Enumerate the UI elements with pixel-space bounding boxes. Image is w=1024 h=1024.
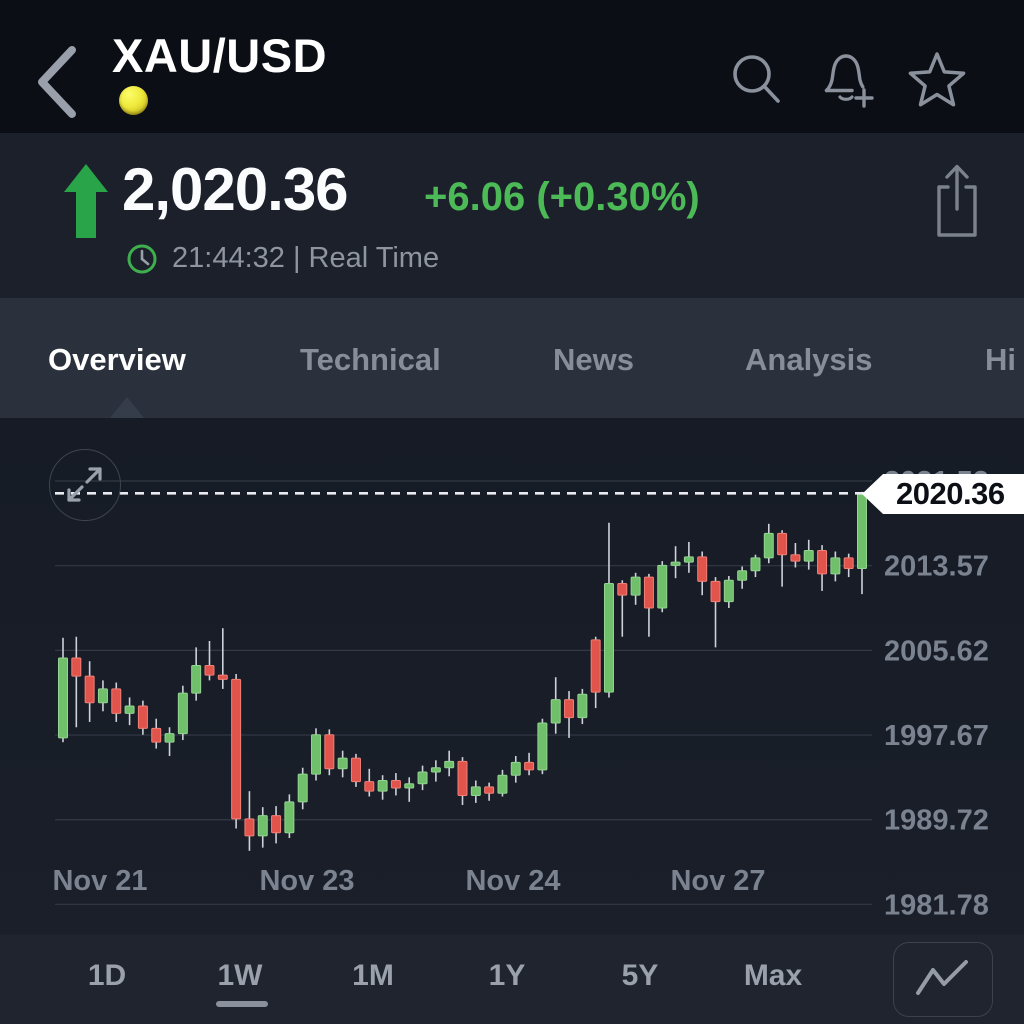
share-icon[interactable] — [926, 159, 988, 243]
candlestick-chart[interactable]: 2021.522013.572005.621997.671989.721981.… — [0, 418, 1024, 935]
timeframe-max[interactable]: Max — [743, 959, 803, 992]
back-button[interactable] — [34, 44, 82, 120]
chart-type-button[interactable] — [893, 942, 993, 1017]
current-price-flag-label: 2020.36 — [896, 476, 1005, 511]
expand-chart-button[interactable] — [49, 449, 121, 521]
timeframe-1d[interactable]: 1D — [87, 959, 127, 992]
svg-text:2005.62: 2005.62 — [884, 635, 989, 667]
tab-historical[interactable]: Hi — [985, 342, 1016, 377]
timeframe-1y[interactable]: 1Y — [488, 959, 526, 992]
favorite-star-icon[interactable] — [904, 48, 970, 112]
alert-add-icon[interactable] — [816, 48, 878, 114]
header: XAU/USD — [0, 0, 1024, 133]
tab-bar: Overview Technical News Analysis Hi — [0, 298, 1024, 418]
expand-arrows-icon — [67, 467, 102, 502]
tab-analysis[interactable]: Analysis — [745, 342, 873, 377]
price-change: +6.06 (+0.30%) — [424, 175, 700, 219]
current-price-flag: 2020.36 — [862, 474, 1024, 514]
active-tab-notch — [110, 397, 144, 418]
svg-text:Nov 23: Nov 23 — [259, 865, 354, 897]
timeframe-bar: 1D 1W 1M 1Y 5Y Max — [0, 935, 1024, 1024]
svg-text:2013.57: 2013.57 — [884, 551, 989, 583]
search-icon[interactable] — [726, 48, 782, 106]
svg-text:Nov 27: Nov 27 — [670, 865, 765, 897]
svg-text:1989.72: 1989.72 — [884, 805, 989, 837]
timeframe-5y[interactable]: 5Y — [621, 959, 659, 992]
clock-icon — [127, 244, 157, 274]
tab-technical[interactable]: Technical — [300, 342, 441, 377]
svg-text:Nov 24: Nov 24 — [465, 865, 560, 897]
timeframe-1m[interactable]: 1M — [352, 959, 394, 992]
tab-news[interactable]: News — [553, 342, 634, 377]
tab-overview[interactable]: Overview — [48, 342, 186, 377]
svg-text:Nov 21: Nov 21 — [52, 865, 147, 897]
svg-text:1997.67: 1997.67 — [884, 720, 989, 752]
current-price: 2,020.36 — [122, 156, 349, 223]
gold-coin-icon — [119, 86, 148, 115]
chart-region: 2021.522013.572005.621997.671989.721981.… — [0, 418, 1024, 935]
realtime-timestamp: 21:44:32 | Real Time — [172, 242, 440, 274]
line-chart-icon — [916, 960, 968, 995]
svg-text:1981.78: 1981.78 — [884, 889, 989, 921]
selected-timeframe-underline — [216, 1001, 268, 1007]
page-title: XAU/USD — [112, 29, 328, 82]
price-section: 2,020.36 +6.06 (+0.30%) 21:44:32 | Real … — [0, 133, 1024, 298]
timeframe-1w[interactable]: 1W — [217, 959, 263, 992]
price-up-arrow-icon — [64, 164, 108, 238]
